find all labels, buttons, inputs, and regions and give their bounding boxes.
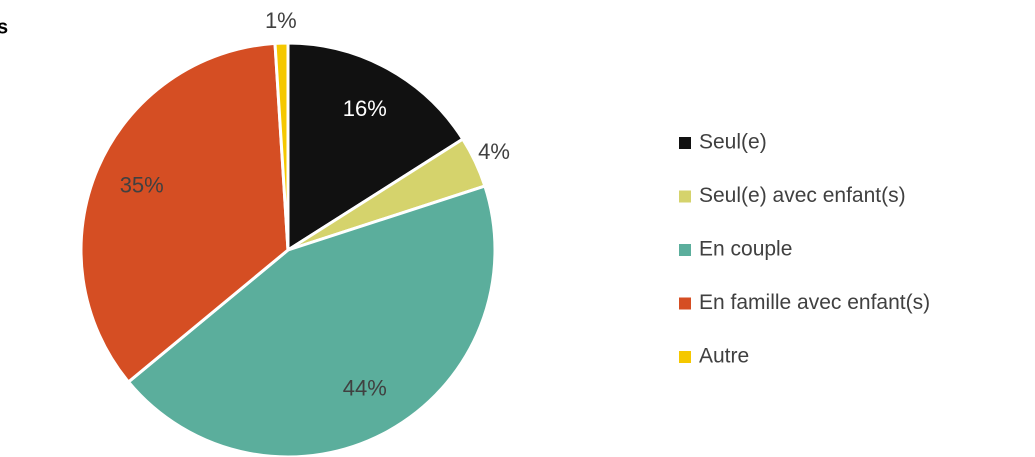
pie-slice [79,41,290,385]
legend-label: Seul(e) [699,131,767,154]
legend-swatch [679,137,691,149]
chart-title: s [0,16,8,38]
legend-swatch [679,244,691,256]
legend-label: En couple [699,238,792,261]
legend-swatch [679,351,691,363]
legend-label: Autre [699,345,749,368]
pie-slice [286,41,465,253]
pie-slice [273,41,290,251]
legend-swatch [679,297,691,310]
data-label: 4% [478,139,510,164]
data-label: 16% [343,96,387,121]
pie-slice [126,184,497,457]
legend-label: En famille avec enfant(s) [699,291,930,314]
legend-swatch [679,190,691,203]
legend-label: Seul(e) avec enfant(s) [699,184,906,207]
data-label: 35% [120,173,164,198]
data-label: 44% [343,375,387,400]
data-label: 1% [265,8,297,33]
